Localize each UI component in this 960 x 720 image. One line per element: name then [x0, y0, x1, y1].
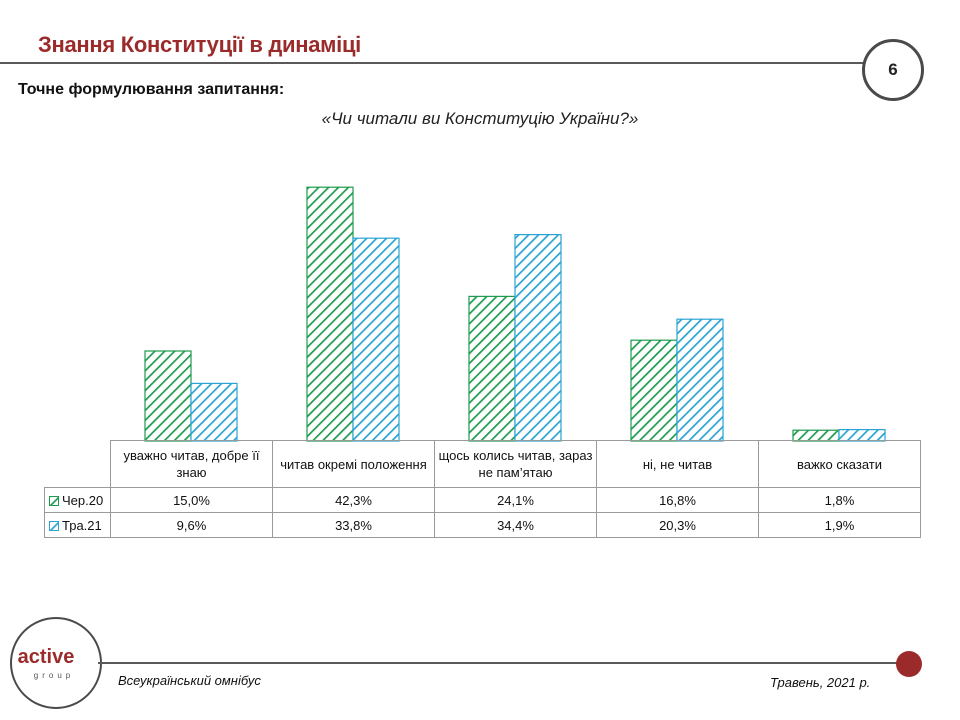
- data-label: 1,9%: [758, 512, 921, 538]
- bottom-divider: [98, 662, 898, 664]
- bar-series2-1: [352, 237, 400, 442]
- category-label: важко сказати: [758, 440, 921, 488]
- page-title: Знання Конституції в динаміці: [38, 32, 361, 57]
- logo-text: active: [17, 646, 75, 668]
- legend-swatch-icon: [49, 520, 59, 531]
- data-label: 16,8%: [596, 487, 759, 513]
- bar-series1-0: [144, 350, 192, 442]
- data-label: 20,3%: [596, 512, 759, 538]
- legend-swatch-icon: [49, 495, 59, 506]
- bar-chart: [144, 186, 886, 442]
- top-divider: [0, 62, 868, 64]
- data-label: 1,8%: [758, 487, 921, 513]
- table-row: Чер.20 15,0% 42,3% 24,1% 16,8% 1,8%: [44, 487, 921, 513]
- survey-name: Всеукраїнський омнібус: [118, 673, 261, 688]
- accent-dot: [896, 651, 922, 677]
- table-row: Тра.21 9,6% 33,8% 34,4% 20,3% 1,9%: [44, 512, 921, 538]
- series-name: Тра.21: [62, 517, 102, 533]
- bar-series1-1: [306, 186, 354, 442]
- data-label: 34,4%: [434, 512, 597, 538]
- series-name: Чер.20: [62, 492, 104, 508]
- data-label: 24,1%: [434, 487, 597, 513]
- question-heading: Точне формулювання запитання:: [18, 81, 285, 98]
- data-label: 15,0%: [110, 487, 273, 513]
- data-table: уважно читав, добре її знаю читав окремі…: [44, 440, 921, 538]
- report-date: Травень, 2021 р.: [770, 675, 871, 690]
- legend-entry: Тра.21: [44, 512, 111, 538]
- data-label: 42,3%: [272, 487, 435, 513]
- data-label: 33,8%: [272, 512, 435, 538]
- page-number-badge: 6: [862, 39, 924, 101]
- bar-series2-0: [190, 382, 238, 442]
- category-label: ні, не читав: [596, 440, 759, 488]
- bar-series2-3: [676, 318, 724, 442]
- bar-series2-2: [514, 234, 562, 442]
- table-header-row: уважно читав, добре її знаю читав окремі…: [44, 440, 921, 488]
- category-label: читав окремі положення: [272, 440, 435, 488]
- category-label: щось колись читав, зараз не пам’ятаю: [434, 440, 597, 488]
- bar-series1-3: [630, 339, 678, 442]
- logo-subtext: group: [33, 671, 75, 680]
- question-text: «Чи читали ви Конституцію України?»: [321, 109, 639, 128]
- bar-series1-2: [468, 295, 516, 442]
- legend-entry: Чер.20: [44, 487, 111, 513]
- data-label: 9,6%: [110, 512, 273, 538]
- category-label: уважно читав, добре її знаю: [110, 440, 273, 488]
